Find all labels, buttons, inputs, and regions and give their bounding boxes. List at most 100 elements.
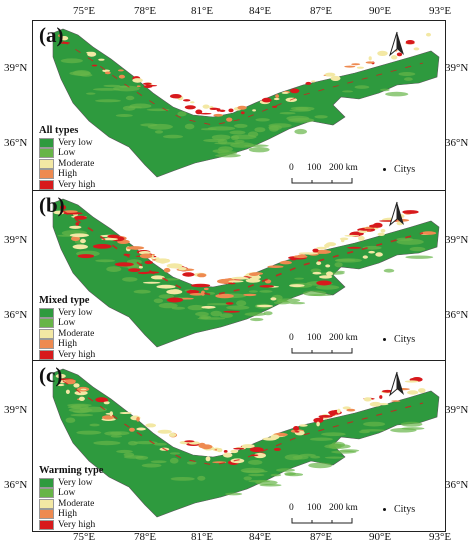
risk-patch: [356, 66, 364, 69]
lat-label-39-b-right: 39°N: [445, 234, 469, 246]
risk-patch: [128, 268, 141, 272]
map-panel-b: (b) Mixed type Very low Low Moderate Hig…: [32, 190, 446, 362]
legend-item: Moderate: [39, 329, 95, 340]
low-risk-patch: [72, 70, 91, 76]
risk-patch: [391, 400, 401, 402]
risk-patch: [209, 107, 219, 111]
risk-patch: [74, 390, 88, 396]
low-risk-patch: [284, 454, 303, 461]
low-risk-patch: [310, 268, 322, 273]
low-risk-patch: [217, 151, 238, 155]
risk-patch: [109, 411, 114, 417]
city-legend-c: Citys: [383, 504, 415, 515]
top-lon-label-93: 93°E: [428, 5, 452, 17]
risk-patch: [156, 284, 176, 289]
low-risk-patch: [289, 301, 306, 305]
low-risk-patch: [321, 432, 346, 437]
risk-patch: [223, 452, 233, 458]
risk-patch: [362, 255, 368, 259]
risk-patch: [237, 105, 247, 110]
low-risk-patch: [116, 449, 133, 454]
risk-patch: [318, 415, 333, 418]
low-risk-patch: [334, 262, 343, 268]
region-outline: [52, 368, 440, 518]
risk-patch: [155, 258, 171, 264]
low-risk-patch: [215, 153, 241, 158]
legend-item: Moderate: [39, 499, 103, 510]
risk-patch: [78, 396, 85, 401]
risk-patch: [145, 84, 158, 87]
risk-patch: [86, 51, 93, 54]
low-risk-patch: [243, 476, 252, 481]
low-risk-patch: [226, 305, 250, 310]
risk-patch: [101, 237, 118, 241]
bottom-lon-label-78: 78°E: [133, 531, 157, 543]
risk-patch: [200, 290, 206, 296]
risk-patch: [65, 379, 76, 385]
low-risk-patch: [380, 88, 390, 92]
risk-patch: [312, 271, 322, 275]
risk-patch: [245, 278, 261, 283]
low-risk-patch: [362, 245, 382, 250]
lat-label-39-c-right: 39°N: [445, 404, 469, 416]
risk-patch: [375, 252, 383, 257]
risk-patch: [369, 401, 382, 407]
bottom-lon-label-93: 93°E: [428, 531, 452, 543]
risk-patch: [132, 78, 143, 83]
panel-label-b: (b): [39, 193, 65, 217]
risk-patch: [57, 383, 65, 387]
lat-label-39-b-left: 39°N: [4, 234, 28, 246]
low-risk-patch: [259, 290, 273, 293]
low-risk-patch: [118, 85, 129, 88]
risk-patch: [217, 278, 234, 284]
risk-patch: [275, 94, 279, 98]
risk-patch: [369, 224, 383, 228]
risk-patch: [69, 233, 89, 238]
risk-patch: [80, 388, 87, 391]
risk-patch: [65, 389, 70, 394]
low-risk-patch: [153, 298, 164, 304]
risk-patch: [344, 234, 360, 237]
legend-item: High: [39, 169, 95, 180]
low-risk-patch: [206, 303, 232, 306]
bottom-lon-label-75: 75°E: [72, 531, 96, 543]
low-risk-patch: [76, 430, 102, 435]
risk-patch: [168, 264, 182, 268]
risk-patch: [316, 261, 322, 266]
risk-patch: [330, 75, 341, 81]
lat-label-36-b-right: 36°N: [445, 309, 469, 321]
low-risk-patch: [244, 312, 266, 317]
risk-patch: [230, 449, 239, 454]
low-risk-patch: [248, 147, 270, 153]
low-risk-patch: [214, 142, 241, 145]
risk-patch: [129, 427, 135, 432]
risk-patch: [92, 244, 112, 249]
risk-patch: [216, 448, 223, 453]
low-risk-patch: [255, 118, 270, 122]
risk-patch: [267, 265, 284, 268]
low-risk-patch: [106, 266, 122, 272]
risk-patch: [273, 447, 281, 451]
top-lon-label-81: 81°E: [190, 5, 214, 17]
risk-patch: [223, 310, 240, 313]
risk-patch: [407, 390, 419, 395]
city-legend-a: Citys: [383, 164, 415, 175]
risk-patch: [329, 411, 337, 416]
low-risk-patch: [273, 301, 291, 305]
risk-patch: [169, 94, 182, 99]
north-arrow-icon: [389, 31, 404, 57]
risk-patch: [418, 388, 426, 393]
low-risk-patch: [169, 457, 179, 464]
risk-patch: [316, 246, 327, 250]
low-risk-patch: [342, 90, 354, 93]
risk-patch: [249, 447, 264, 453]
risk-patch: [368, 250, 375, 254]
low-risk-patch: [158, 294, 174, 299]
risk-patch: [138, 265, 143, 269]
risk-patch: [59, 380, 66, 384]
risk-patch: [325, 264, 331, 268]
risk-patch: [378, 53, 383, 56]
top-lon-label-84: 84°E: [248, 5, 272, 17]
low-risk-patch: [315, 285, 340, 290]
top-lon-label-75: 75°E: [72, 5, 96, 17]
